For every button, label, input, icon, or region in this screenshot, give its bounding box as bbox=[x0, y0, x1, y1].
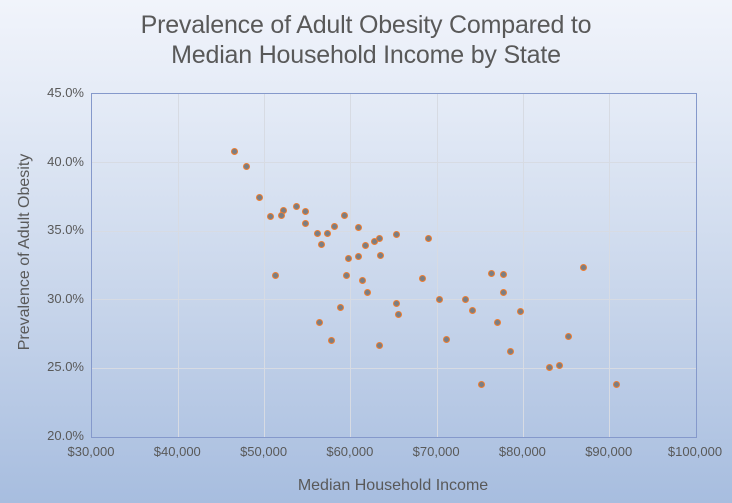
data-point[interactable] bbox=[565, 332, 573, 340]
x-gridline bbox=[609, 94, 611, 437]
data-point[interactable] bbox=[435, 295, 443, 303]
data-point[interactable] bbox=[376, 235, 384, 243]
data-point[interactable] bbox=[500, 271, 508, 279]
data-point[interactable] bbox=[442, 335, 450, 343]
data-point[interactable] bbox=[419, 275, 427, 283]
data-point[interactable] bbox=[271, 272, 279, 280]
data-point[interactable] bbox=[612, 380, 620, 388]
data-point[interactable] bbox=[376, 342, 384, 350]
data-point[interactable] bbox=[314, 229, 322, 237]
x-tick-label: $60,000 bbox=[326, 444, 374, 459]
x-tick-label: $100,000 bbox=[667, 444, 723, 459]
x-tick-label: $40,000 bbox=[153, 444, 201, 459]
x-tick-label: $90,000 bbox=[585, 444, 633, 459]
x-gridline bbox=[436, 94, 438, 437]
plot-area bbox=[91, 93, 697, 438]
x-tick-label: $70,000 bbox=[412, 444, 460, 459]
data-point[interactable] bbox=[318, 240, 326, 248]
y-gridline bbox=[92, 299, 696, 301]
data-point[interactable] bbox=[469, 306, 477, 314]
data-point[interactable] bbox=[331, 223, 339, 231]
chart-title: Prevalence of Adult Obesity Compared to … bbox=[140, 11, 592, 69]
data-point[interactable] bbox=[392, 299, 400, 307]
y-tick-label: 25.0% bbox=[47, 359, 84, 375]
x-tick-label: $50,000 bbox=[240, 444, 288, 459]
y-tick-label: 45.0% bbox=[47, 85, 84, 100]
y-gridline bbox=[92, 230, 696, 232]
data-point[interactable] bbox=[256, 194, 264, 202]
data-point[interactable] bbox=[478, 380, 485, 388]
data-point[interactable] bbox=[243, 162, 251, 170]
data-point[interactable] bbox=[462, 295, 470, 303]
data-point[interactable] bbox=[392, 231, 400, 239]
data-point[interactable] bbox=[337, 304, 345, 312]
data-point[interactable] bbox=[355, 253, 363, 261]
data-point[interactable] bbox=[345, 254, 353, 262]
data-point[interactable] bbox=[301, 207, 309, 215]
data-point[interactable] bbox=[301, 220, 309, 228]
y-tick-label: 30.0% bbox=[47, 290, 84, 306]
data-point[interactable] bbox=[507, 347, 515, 355]
data-point[interactable] bbox=[500, 288, 508, 296]
x-tick-label: $80,000 bbox=[498, 444, 546, 459]
data-point[interactable] bbox=[364, 288, 372, 296]
y-tick-label: 20.0% bbox=[47, 428, 84, 443]
data-point[interactable] bbox=[277, 212, 285, 220]
data-point[interactable] bbox=[358, 276, 366, 284]
y-gridline bbox=[92, 367, 696, 369]
y-tick-label: 40.0% bbox=[47, 153, 84, 169]
data-point[interactable] bbox=[324, 229, 332, 237]
y-axis-title: Prevalence of Adult Obesity bbox=[16, 153, 33, 351]
data-point[interactable] bbox=[377, 251, 385, 259]
data-point[interactable] bbox=[340, 212, 348, 220]
data-point[interactable] bbox=[555, 361, 563, 369]
data-point[interactable] bbox=[546, 364, 554, 372]
data-point[interactable] bbox=[231, 147, 239, 155]
y-tick-label: 35.0% bbox=[47, 222, 84, 238]
x-gridline bbox=[350, 94, 352, 437]
data-point[interactable] bbox=[395, 310, 403, 318]
data-point[interactable] bbox=[362, 242, 370, 250]
data-point[interactable] bbox=[516, 308, 524, 316]
x-axis-title: Median Household Income bbox=[297, 477, 489, 494]
data-point[interactable] bbox=[267, 213, 275, 221]
y-gridline bbox=[92, 162, 696, 164]
data-point[interactable] bbox=[425, 235, 433, 243]
x-gridline bbox=[522, 94, 524, 437]
data-point[interactable] bbox=[493, 319, 501, 327]
x-gridline bbox=[264, 94, 266, 437]
data-point[interactable] bbox=[579, 264, 587, 272]
x-tick-label: $30,000 bbox=[67, 444, 115, 459]
x-gridline bbox=[177, 94, 179, 437]
data-point[interactable] bbox=[487, 269, 495, 277]
data-point[interactable] bbox=[293, 202, 301, 210]
data-point[interactable] bbox=[327, 336, 335, 344]
data-point[interactable] bbox=[315, 319, 323, 327]
data-point[interactable] bbox=[342, 272, 350, 280]
